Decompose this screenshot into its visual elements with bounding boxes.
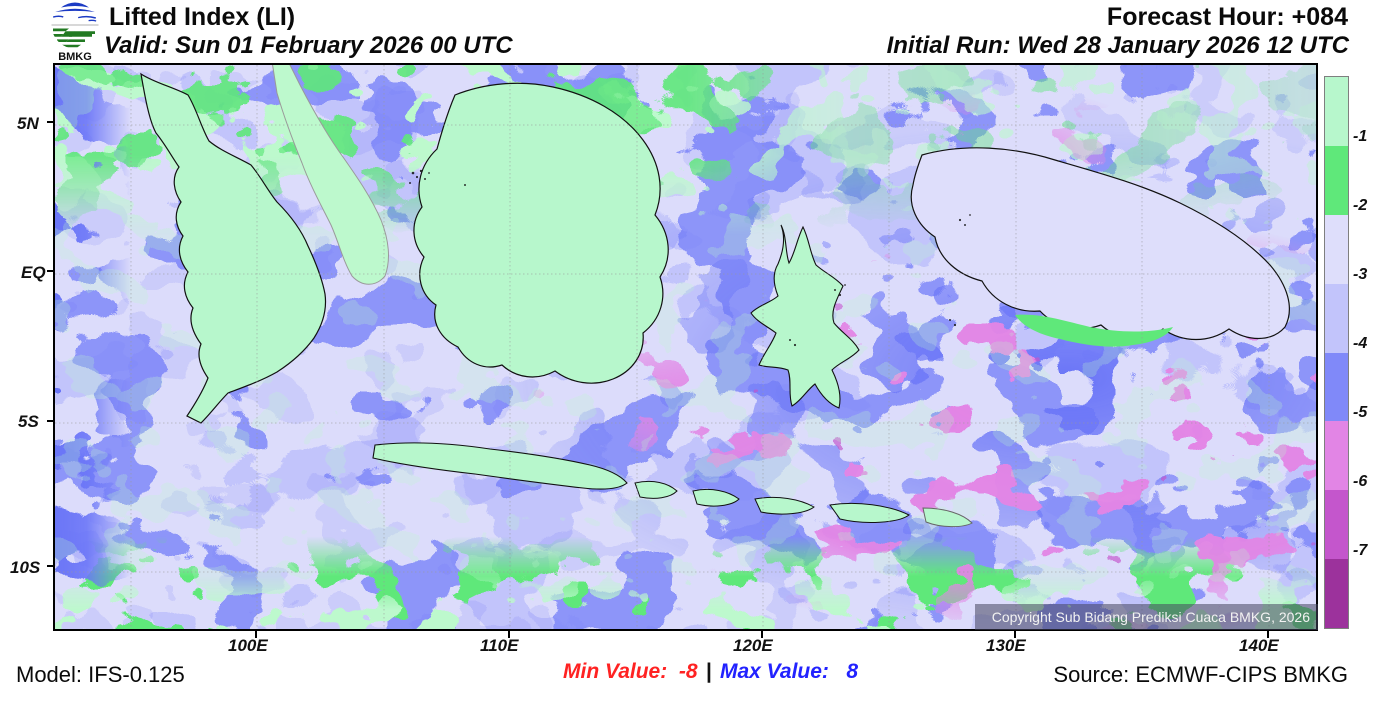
svg-text:BMKG: BMKG — [58, 51, 92, 61]
